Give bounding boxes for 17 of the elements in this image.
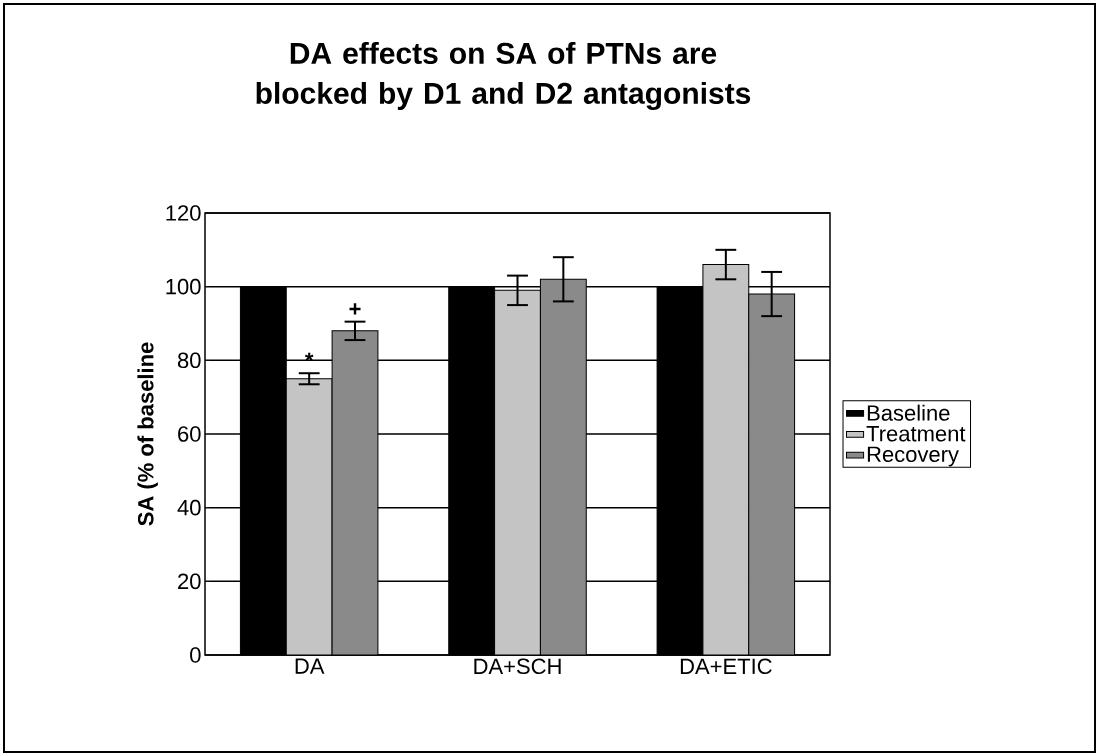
y-tick-label: 60 <box>178 426 201 442</box>
annotation: * <box>304 352 314 361</box>
x-tick-label: DA+ETIC <box>680 658 772 675</box>
y-tick-label: 120 <box>166 205 201 221</box>
y-tick-label: 40 <box>177 499 201 516</box>
y-tick-label: 0 <box>190 647 201 663</box>
x-tick-label: DA+SCH <box>474 658 561 675</box>
y-tick-label: 80 <box>177 352 201 369</box>
y-tick-label: 20 <box>178 573 201 590</box>
legend-label: Recovery <box>867 446 959 467</box>
x-tick-label: DA <box>295 658 325 674</box>
y-axis-title: SA (% of baseline <box>137 342 158 526</box>
annotation: + <box>349 303 361 315</box>
chart-title: DA effects on SA of PTNs are blocked by D1 and D2 antagonists <box>256 41 751 111</box>
y-tick-label: 100 <box>166 278 201 295</box>
legend-label: Baseline <box>867 404 950 421</box>
legend-label: Treatment <box>866 426 966 442</box>
